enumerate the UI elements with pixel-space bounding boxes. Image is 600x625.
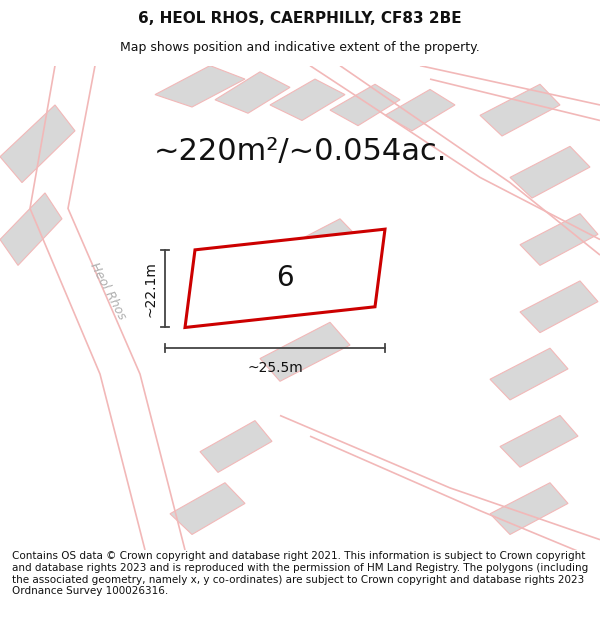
Polygon shape	[215, 72, 290, 113]
Text: Heol Rhos: Heol Rhos	[88, 261, 128, 322]
Text: ~22.1m: ~22.1m	[143, 261, 157, 317]
Polygon shape	[270, 219, 365, 281]
Polygon shape	[500, 416, 578, 468]
Polygon shape	[520, 214, 598, 266]
Polygon shape	[0, 193, 62, 266]
Text: Contains OS data © Crown copyright and database right 2021. This information is : Contains OS data © Crown copyright and d…	[12, 551, 588, 596]
Polygon shape	[185, 229, 385, 328]
Polygon shape	[510, 146, 590, 198]
Polygon shape	[330, 84, 400, 126]
Polygon shape	[155, 66, 245, 107]
Text: 6: 6	[276, 264, 294, 292]
Polygon shape	[270, 79, 345, 121]
Polygon shape	[490, 348, 568, 400]
Text: ~220m²/~0.054ac.: ~220m²/~0.054ac.	[154, 137, 446, 166]
Polygon shape	[480, 84, 560, 136]
Polygon shape	[0, 105, 75, 182]
Text: 6, HEOL RHOS, CAERPHILLY, CF83 2BE: 6, HEOL RHOS, CAERPHILLY, CF83 2BE	[138, 11, 462, 26]
Polygon shape	[170, 482, 245, 534]
Polygon shape	[385, 89, 455, 131]
Polygon shape	[200, 421, 272, 472]
Text: Map shows position and indicative extent of the property.: Map shows position and indicative extent…	[120, 41, 480, 54]
Polygon shape	[260, 322, 350, 381]
Text: ~25.5m: ~25.5m	[247, 361, 303, 374]
Polygon shape	[490, 482, 568, 534]
Polygon shape	[520, 281, 598, 332]
